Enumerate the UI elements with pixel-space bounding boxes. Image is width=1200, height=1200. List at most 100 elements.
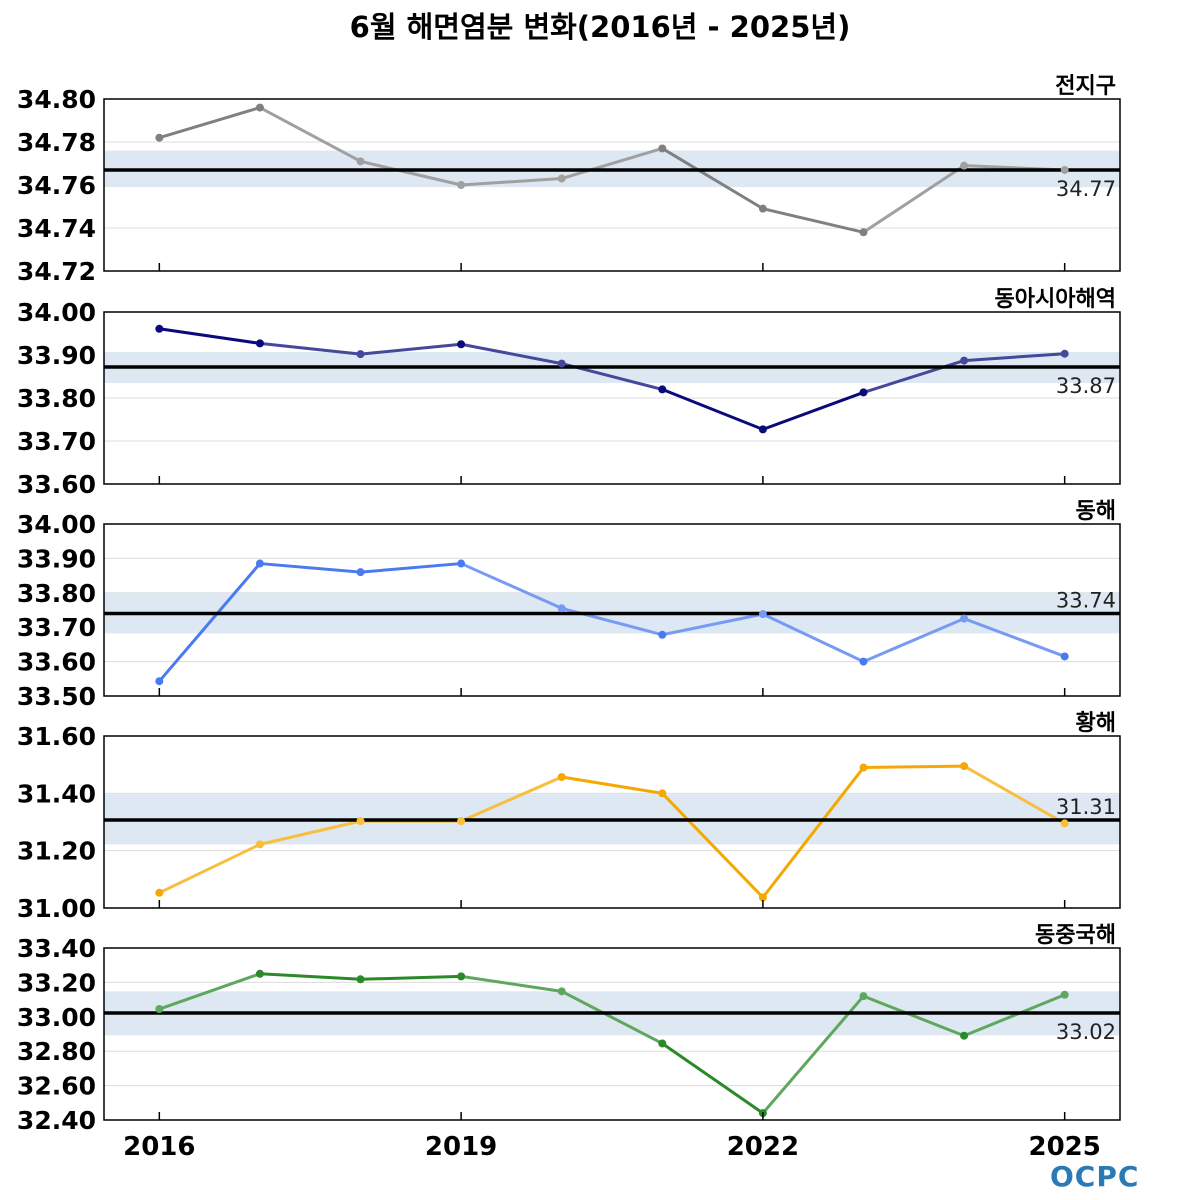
- series-line-segment: [761, 766, 865, 899]
- data-point: [1060, 349, 1069, 358]
- series-line-segment: [761, 207, 865, 234]
- y-tick-label: 33.00: [17, 1003, 96, 1032]
- y-tick-label: 34.00: [17, 298, 96, 327]
- data-point: [356, 568, 365, 577]
- series-line-segment: [157, 106, 262, 140]
- y-tick-label: 34.00: [17, 510, 96, 539]
- series-line-segment: [459, 177, 564, 187]
- series-line-segment: [861, 164, 966, 234]
- y-tick-label: 33.60: [17, 470, 96, 499]
- y-tick-label: 33.50: [17, 682, 96, 711]
- data-point: [1060, 990, 1069, 999]
- data-point: [758, 204, 767, 213]
- region-label: 동중국해: [1035, 923, 1116, 948]
- series-line-segment: [962, 617, 1067, 658]
- data-point: [859, 388, 868, 397]
- series-line-segment: [962, 764, 1067, 825]
- panel-4: 33.40 33.20 33.00 32.80 32.60 32.40 동중국해 33.02: [17, 923, 1121, 1135]
- data-point: [859, 657, 868, 666]
- y-tick-label: 34.80: [17, 85, 96, 114]
- data-point: [557, 987, 566, 996]
- data-point: [859, 763, 868, 772]
- series-line-segment: [660, 612, 765, 637]
- data-point: [658, 630, 667, 639]
- series-line-segment: [660, 387, 765, 431]
- panel-frame: [103, 523, 1121, 697]
- series-line-segment: [157, 327, 262, 345]
- x-tick-label: 2025: [1028, 1132, 1100, 1162]
- series-line-segment: [157, 562, 262, 683]
- panel-1: 34.00 33.90 33.80 33.70 33.60 동아시아해역 33.87: [17, 287, 1121, 499]
- data-point: [457, 340, 466, 349]
- panel-0: 34.80 34.78 34.76 34.74 34.72 전지구 34.77: [17, 74, 1121, 286]
- y-tick-label: 32.40: [17, 1106, 96, 1135]
- data-point: [658, 789, 667, 798]
- series-line-segment: [861, 994, 966, 1038]
- panel-frame: [103, 98, 1121, 272]
- data-point: [1060, 652, 1069, 661]
- data-point: [557, 359, 566, 368]
- series-line-segment: [761, 612, 865, 664]
- data-point: [557, 174, 566, 183]
- data-point: [457, 972, 466, 981]
- series-line-segment: [459, 562, 564, 610]
- series-line-segment: [258, 341, 363, 356]
- panel-3: 31.60 31.40 31.20 31.00 황해 31.31: [17, 711, 1121, 923]
- y-tick-label: 34.74: [17, 214, 96, 243]
- data-point: [1060, 819, 1069, 828]
- data-point: [960, 762, 969, 771]
- region-label: 동해: [1076, 499, 1116, 524]
- series-line-segment: [359, 974, 463, 981]
- region-label: 황해: [1076, 711, 1116, 736]
- data-point: [255, 840, 264, 849]
- data-point: [557, 604, 566, 613]
- y-tick-label: 31.40: [17, 779, 96, 808]
- data-point: [960, 161, 969, 170]
- data-point: [758, 610, 767, 619]
- data-point: [758, 425, 767, 434]
- y-tick-label: 33.90: [17, 341, 96, 370]
- mean-value-label: 31.31: [1056, 795, 1116, 819]
- data-point: [859, 992, 868, 1001]
- mean-value-label: 34.77: [1056, 177, 1116, 201]
- y-tick-label: 31.20: [17, 837, 96, 866]
- series-line-segment: [761, 390, 865, 431]
- series-line-segment: [660, 146, 765, 211]
- data-point: [457, 559, 466, 568]
- data-point: [155, 1005, 164, 1014]
- series-line-segment: [459, 342, 564, 366]
- series-line-segment: [157, 842, 262, 895]
- y-tick-label: 34.78: [17, 128, 96, 157]
- panel-2: 34.00 33.90 33.80 33.70 33.60 33.50 동해 33.74: [17, 499, 1121, 711]
- panel-frame: [103, 735, 1121, 909]
- data-point: [356, 350, 365, 359]
- y-tick-label: 32.80: [17, 1037, 96, 1066]
- data-point: [557, 772, 566, 781]
- data-point: [255, 103, 264, 112]
- data-point: [255, 969, 264, 978]
- data-point: [658, 385, 667, 394]
- series-line-segment: [761, 994, 865, 1115]
- y-tick-label: 33.60: [17, 648, 96, 677]
- data-point: [255, 559, 264, 568]
- data-point: [859, 228, 868, 237]
- series-line-segment: [359, 159, 463, 187]
- region-label: 동아시아해역: [995, 287, 1116, 312]
- y-tick-label: 33.80: [17, 579, 96, 608]
- series-line-segment: [962, 352, 1067, 363]
- y-tick-label: 32.60: [17, 1072, 96, 1101]
- data-point: [255, 339, 264, 348]
- x-tick-label: 2016: [123, 1132, 195, 1162]
- y-tick-label: 33.90: [17, 544, 96, 573]
- y-tick-label: 31.00: [17, 894, 96, 923]
- data-point: [356, 157, 365, 166]
- y-tick-label: 33.80: [17, 384, 96, 413]
- data-point: [155, 888, 164, 897]
- series-line-segment: [258, 972, 363, 981]
- data-point: [457, 181, 466, 189]
- series-line-segment: [660, 1041, 765, 1115]
- series-line-segment: [560, 146, 664, 181]
- series-line-segment: [459, 775, 564, 823]
